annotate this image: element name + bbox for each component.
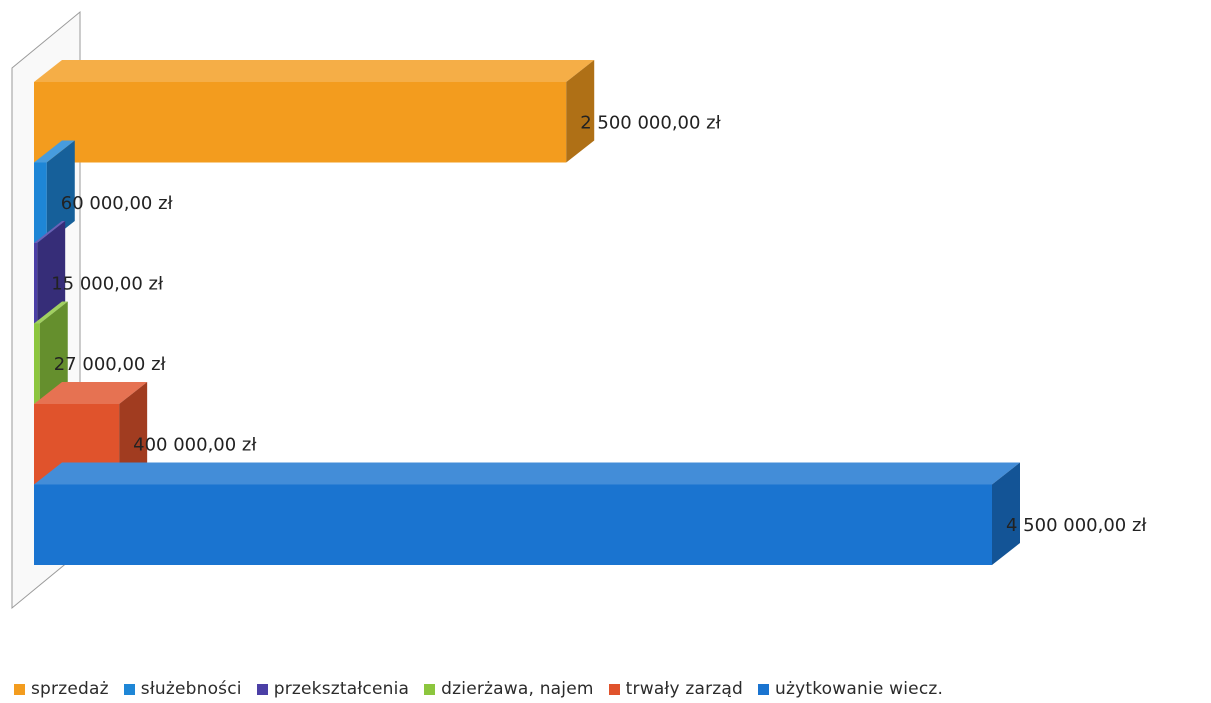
bar-1-side <box>566 60 595 163</box>
legend-swatch <box>123 683 135 695</box>
legend-swatch <box>14 683 25 695</box>
bar-1-value-label: 2 500 000,00 zł <box>580 112 721 133</box>
bar-4-value-label: 27 000,00 zł <box>54 354 167 375</box>
bar-chart: 2 500 000,00 zł 60 000,00 zł 15 000,00 zł 2… <box>11 10 1147 610</box>
bar-2-side <box>46 140 75 243</box>
legend-item: dzierżawa, najem <box>424 679 594 699</box>
legend-label: sprzedaż <box>31 679 109 699</box>
bar-4-side <box>39 301 68 404</box>
legend-label: trwały zarząd <box>625 679 743 699</box>
bar-5-value-label: 400 000,00 zł <box>133 434 257 455</box>
legend-swatch <box>758 683 769 695</box>
legend-label: przekształcenia <box>273 679 410 699</box>
bar-4-front <box>34 323 40 404</box>
legend-label: służebności <box>140 679 242 699</box>
bar-6-side <box>992 462 1020 565</box>
bar-3-value-label: 15 000,00 zł <box>51 273 164 294</box>
bar-6-top <box>34 462 1020 485</box>
bar-2-front <box>34 162 47 243</box>
bar-1-front <box>34 82 567 163</box>
bar-5-top <box>34 382 148 404</box>
legend-item: służebności <box>123 679 242 699</box>
legend-swatch <box>608 683 620 695</box>
legend-item: przekształcenia <box>256 679 410 699</box>
legend-item: użytkowanie wiecz. <box>758 679 943 699</box>
bar-2-top <box>34 140 75 163</box>
legend-label: dzierżawa, najem <box>441 679 594 699</box>
legend-label: użytkowanie wiecz. <box>775 679 944 699</box>
bar-3-side <box>37 221 66 324</box>
legend-item: sprzedaż <box>14 679 109 699</box>
bar-1-top <box>34 60 595 82</box>
bar-4-top <box>34 301 68 324</box>
bar-5-side <box>119 382 148 485</box>
legend: sprzedaż służebności przekształcenia dzierż… <box>14 677 1209 701</box>
legend-swatch <box>256 683 268 695</box>
legend-swatch <box>424 683 436 695</box>
bar-6-value-label: 4 500 000,00 zł <box>1006 515 1147 536</box>
bar-2-value-label: 60 000,00 zł <box>61 193 174 214</box>
bar-3-top <box>34 221 66 243</box>
bar-3-front <box>34 243 38 324</box>
legend-item: trwały zarząd <box>608 679 743 699</box>
bar-6-front <box>34 484 992 565</box>
